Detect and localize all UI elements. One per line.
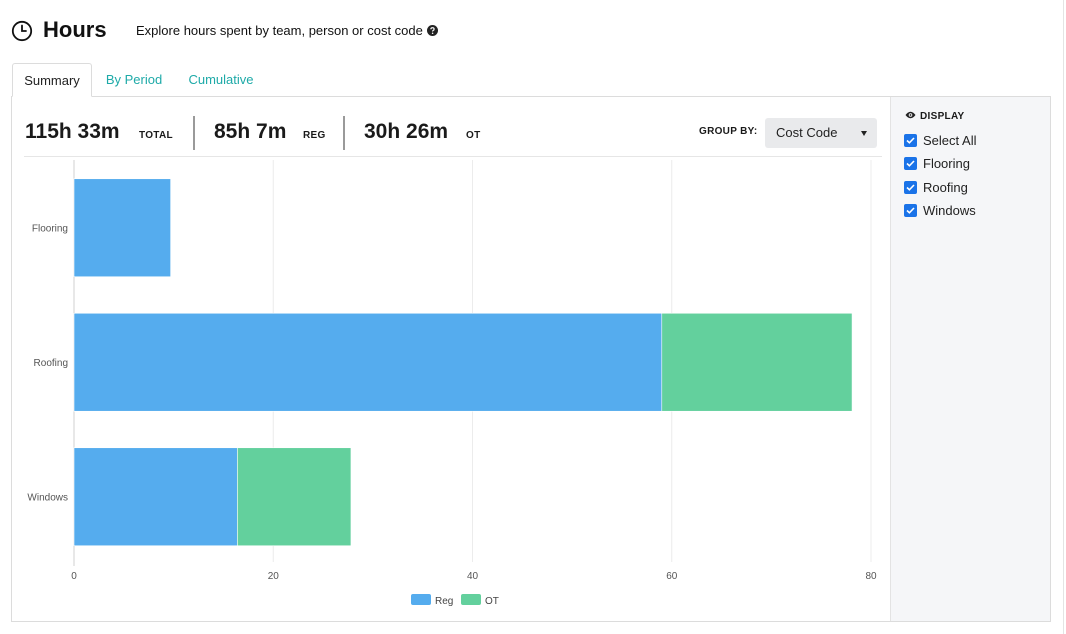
bar-reg-roofing bbox=[73, 312, 663, 412]
checkbox-checked-icon[interactable] bbox=[904, 134, 917, 147]
window-edge bbox=[1063, 0, 1064, 634]
total-hours-value: 115h 33m bbox=[25, 120, 120, 143]
display-option-label: Flooring bbox=[923, 156, 970, 171]
group-by-selected: Cost Code bbox=[776, 125, 838, 140]
tab-cumulative[interactable]: Cumulative bbox=[188, 72, 254, 87]
clock-icon bbox=[11, 20, 33, 42]
checkbox-checked-icon[interactable] bbox=[904, 181, 917, 194]
page-subtitle: Explore hours spent by team, person or c… bbox=[136, 23, 438, 39]
display-option-label: Roofing bbox=[923, 180, 968, 195]
display-heading-text: DISPLAY bbox=[920, 111, 965, 122]
legend-swatch-reg bbox=[411, 594, 431, 605]
stat-divider bbox=[193, 116, 195, 150]
bar-reg-windows bbox=[73, 447, 238, 547]
reg-hours-label: REG bbox=[303, 130, 326, 141]
legend-label-ot: OT bbox=[485, 596, 499, 607]
x-tick-label: 0 bbox=[71, 571, 77, 582]
page-subtitle-text: Explore hours spent by team, person or c… bbox=[136, 23, 423, 38]
display-option-label: Select All bbox=[923, 133, 977, 148]
legend-item-ot[interactable]: OT bbox=[461, 594, 499, 607]
category-label: Roofing bbox=[34, 358, 68, 369]
bar-ot-windows bbox=[237, 447, 352, 547]
x-tick-label: 80 bbox=[865, 571, 877, 582]
stats-divider-line bbox=[24, 156, 882, 157]
bar-ot-roofing bbox=[661, 312, 853, 412]
eye-icon bbox=[905, 111, 916, 119]
x-tick-label: 20 bbox=[268, 571, 280, 582]
page-title: Hours bbox=[43, 17, 107, 42]
tab-summary[interactable]: Summary bbox=[12, 63, 92, 97]
stat-divider bbox=[343, 116, 345, 150]
bar-reg-flooring bbox=[73, 178, 171, 278]
tab-by-period[interactable]: By Period bbox=[105, 72, 163, 87]
ot-hours-value: 30h 26m bbox=[364, 120, 449, 143]
category-label: Windows bbox=[27, 492, 68, 503]
display-heading: DISPLAY bbox=[905, 111, 965, 123]
x-tick-label: 60 bbox=[666, 571, 678, 582]
ot-hours-label: OT bbox=[466, 130, 481, 141]
group-by-select[interactable]: Cost Code bbox=[765, 118, 877, 148]
caret-down-icon bbox=[861, 131, 867, 136]
group-by-label: GROUP BY: bbox=[699, 126, 758, 137]
legend-swatch-ot bbox=[461, 594, 481, 605]
legend-item-reg[interactable]: Reg bbox=[411, 594, 454, 607]
reg-hours-value: 85h 7m bbox=[214, 120, 287, 143]
legend-label-reg: Reg bbox=[435, 596, 454, 607]
checkbox-checked-icon[interactable] bbox=[904, 157, 917, 170]
category-label: Flooring bbox=[32, 223, 68, 234]
checkbox-checked-icon[interactable] bbox=[904, 204, 917, 217]
x-tick-label: 40 bbox=[467, 571, 479, 582]
question-circle-icon[interactable] bbox=[426, 25, 438, 36]
display-option-label: Windows bbox=[923, 203, 976, 218]
total-hours-label: TOTAL bbox=[139, 130, 173, 141]
